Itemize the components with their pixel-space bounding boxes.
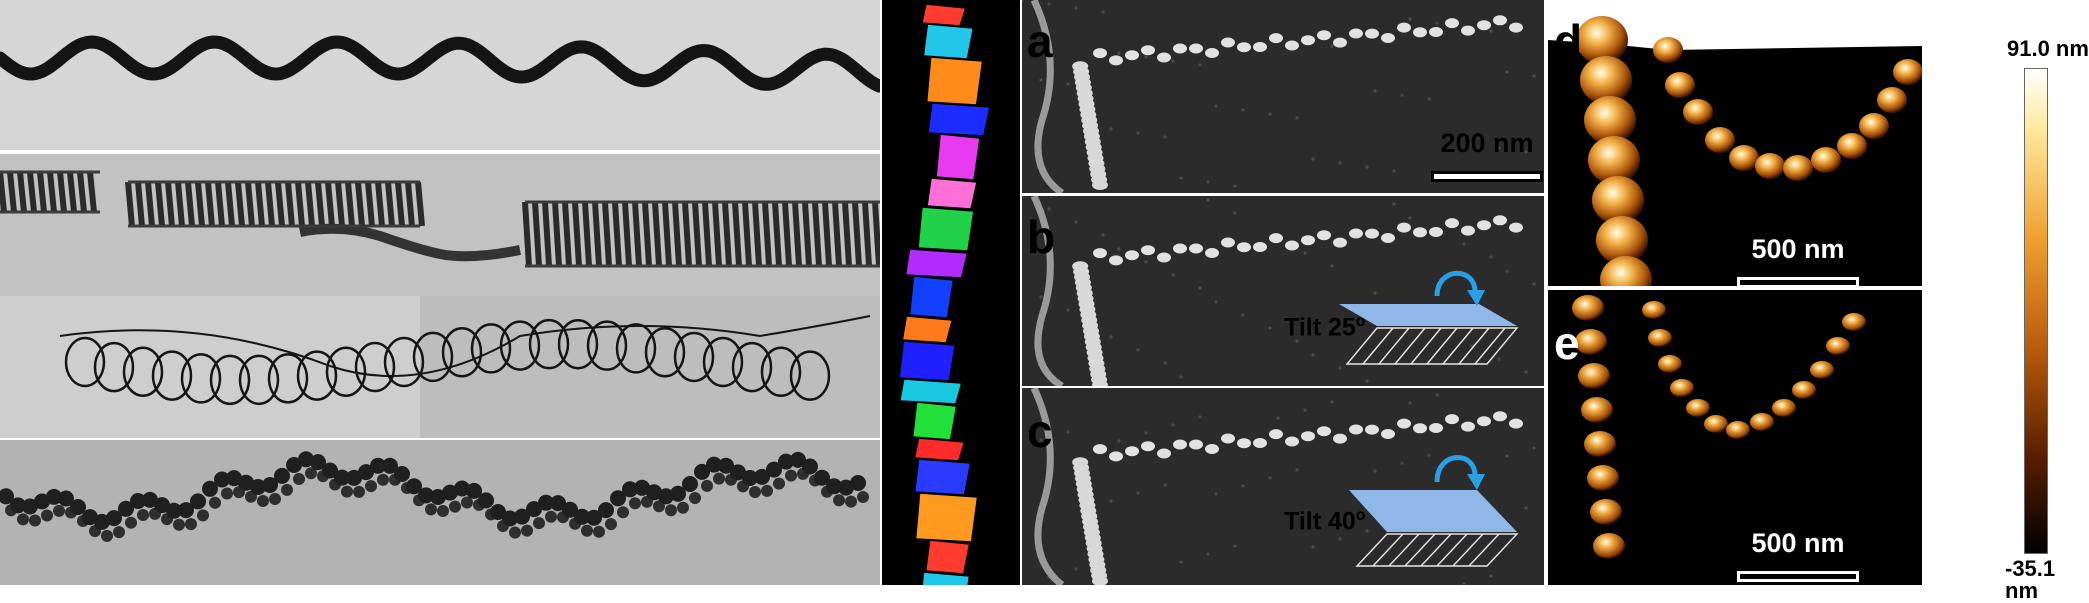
panel-letter-d: d (1554, 15, 1583, 67)
panel-letter-c: c (1027, 405, 1053, 457)
tem-strip-loose-loops (0, 296, 880, 438)
color-bar-max-label: 91.0 nm (2007, 36, 2089, 61)
tilt-plane-25-icon (1339, 270, 1519, 365)
scale-bar-d-bar (1737, 277, 1859, 286)
scale-bar-a-label: 200 nm (1440, 128, 1534, 158)
tem-strip-tight-coil (0, 154, 880, 296)
tem-strip-wavy-helix (0, 0, 880, 150)
tem-strip-beaded-chain (0, 440, 880, 585)
tilt-25-label: Tilt 25o (1284, 314, 1366, 340)
scale-bar-a: 200 nm (1427, 130, 1544, 190)
tilt-40-label: Tilt 40o (1284, 508, 1366, 534)
color-bar-min-label: -35.1 nm (2005, 556, 2056, 603)
tilt-25-text: Tilt 25 (1284, 313, 1356, 342)
colored-segmented-helix (882, 0, 1020, 585)
tilt-40-text: Tilt 40 (1284, 507, 1356, 536)
scale-bar-d-label: 500 nm (1751, 234, 1845, 264)
sem-panel-c: c Tilt 40o (1022, 388, 1544, 585)
sem-panel-a: a 200 nm (1022, 0, 1544, 193)
panel-letter-e: e (1554, 317, 1580, 369)
panel-letter-a: a (1027, 15, 1053, 67)
scale-bar-a-bar (1431, 171, 1543, 182)
tilt-25-degree: o (1355, 313, 1366, 330)
tilt-40-degree: o (1355, 507, 1366, 524)
scale-bar-d: 500 nm (1733, 236, 1863, 286)
tilt-plane-40-icon (1349, 455, 1519, 567)
sem-panel-b: b Tilt 25o (1022, 196, 1544, 386)
scale-bar-e-bar (1737, 571, 1859, 582)
scale-bar-e-label: 500 nm (1751, 528, 1845, 558)
height-color-bar (2024, 68, 2048, 554)
scale-bar-e: 500 nm (1733, 530, 1863, 585)
afm-panel-e: e 500 nm (1548, 290, 1922, 585)
panel-letter-b: b (1027, 211, 1056, 263)
afm-panel-d: d 500 nm (1548, 0, 1922, 286)
